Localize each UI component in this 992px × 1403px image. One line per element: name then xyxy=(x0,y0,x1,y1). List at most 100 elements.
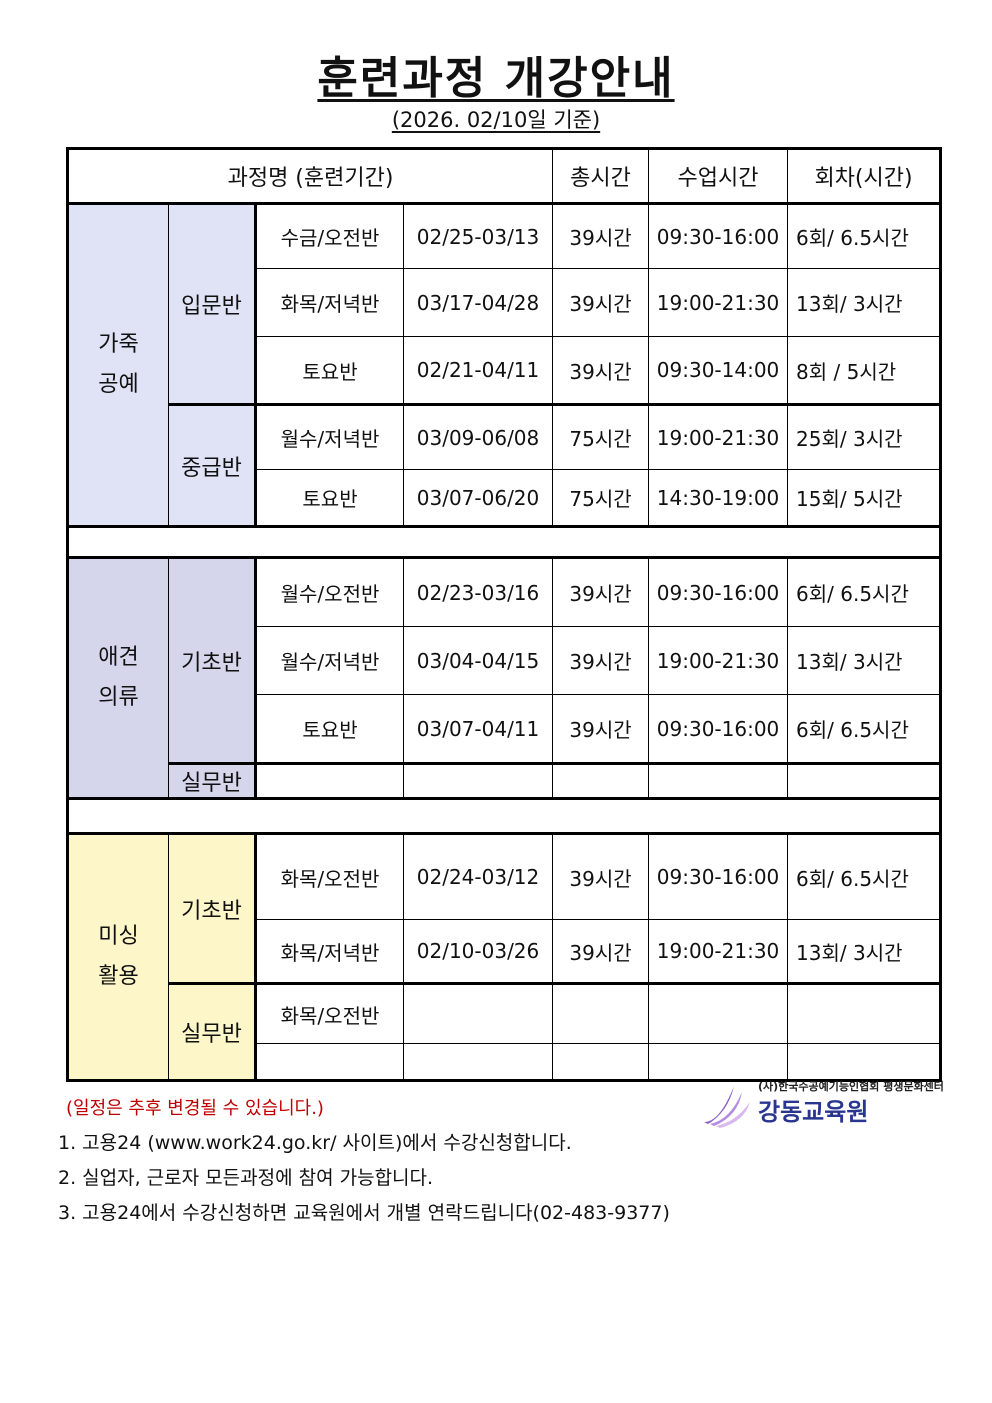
period-cell: 02/23-03/16 xyxy=(402,556,554,627)
info-item: 1. 고용24 (www.work24.go.kr/ 사이트)에서 수강신청합니… xyxy=(58,1132,572,1154)
header-time: 수업시간 xyxy=(648,148,789,204)
course-name: 토요반 xyxy=(254,469,404,527)
header-sessions: 회차(시간) xyxy=(787,148,942,204)
period-cell xyxy=(402,1043,554,1081)
sessions-cell xyxy=(787,1043,942,1081)
class-time-cell xyxy=(648,1043,789,1081)
class-time-cell: 09:30-16:00 xyxy=(648,202,789,269)
total-hours-cell: 39시간 xyxy=(552,832,650,920)
sessions-cell: 13회/ 3시간 xyxy=(787,919,942,984)
info-item: 3. 고용24에서 수강신청하면 교육원에서 개별 연락드립니다(02-483-… xyxy=(58,1202,670,1224)
period-cell: 03/07-04/11 xyxy=(402,694,554,764)
info-list: 1. 고용24 (www.work24.go.kr/ 사이트)에서 수강신청합니… xyxy=(58,1126,670,1231)
logo-mark-icon xyxy=(704,1086,750,1128)
total-hours-cell: 75시간 xyxy=(552,403,650,470)
header-course: 과정명 (훈련기간) xyxy=(66,148,554,204)
level-cell: 중급반 xyxy=(168,403,257,527)
total-hours-cell xyxy=(552,762,650,799)
class-time-cell: 19:00-21:30 xyxy=(648,919,789,984)
category-cell: 미싱 활용 xyxy=(67,832,169,1081)
course-name xyxy=(254,1043,404,1081)
total-hours-cell: 39시간 xyxy=(552,694,650,764)
table-row: 애견 의류 기초반 월수/오전반 02/23-03/16 39시간 09:30-16:00… xyxy=(67,556,942,799)
table-row: 실무반 xyxy=(68,762,942,799)
course-name: 월수/저녁반 xyxy=(254,626,404,695)
course-name: 월수/저녁반 xyxy=(254,403,404,470)
total-hours-cell: 39시간 xyxy=(552,202,650,269)
period-cell: 03/17-04/28 xyxy=(402,268,554,337)
logo: (사)한국수공예기능인협회 평생문화센터 강동교육원 xyxy=(700,1080,990,1132)
category-cell: 가죽 공예 xyxy=(67,202,169,527)
class-time-cell: 14:30-19:00 xyxy=(648,469,789,527)
period-cell: 02/24-03/12 xyxy=(402,832,554,920)
sessions-cell: 6회/ 6.5시간 xyxy=(787,202,942,269)
sessions-cell: 13회/ 3시간 xyxy=(787,626,942,695)
course-name: 화목/오전반 xyxy=(254,982,404,1044)
sessions-cell: 8회 / 5시간 xyxy=(787,336,942,405)
table-row: 토요반 03/07-04/11 39시간 09:30-16:00 6회/ 6.5시간 xyxy=(68,694,942,764)
course-name: 월수/오전반 xyxy=(254,556,404,627)
level-cell: 실무반 xyxy=(168,762,257,799)
level-cell: 입문반 xyxy=(168,202,257,405)
period-cell: 02/25-03/13 xyxy=(402,202,554,269)
class-time-cell: 09:30-16:00 xyxy=(648,832,789,920)
level-cell: 실무반 xyxy=(168,982,257,1081)
period-cell xyxy=(402,982,554,1044)
total-hours-cell: 39시간 xyxy=(552,268,650,337)
total-hours-cell: 75시간 xyxy=(552,469,650,527)
course-name: 토요반 xyxy=(254,694,404,764)
sessions-cell: 6회/ 6.5시간 xyxy=(787,694,942,764)
schedule-note: (일정은 추후 변경될 수 있습니다.) xyxy=(66,1098,324,1119)
header-total: 총시간 xyxy=(552,148,650,204)
period-cell: 03/04-04/15 xyxy=(402,626,554,695)
class-time-cell: 09:30-16:00 xyxy=(648,556,789,627)
class-time-cell xyxy=(648,762,789,799)
class-time-cell: 09:30-14:00 xyxy=(648,336,789,405)
class-time-cell: 19:00-21:30 xyxy=(648,403,789,470)
level-cell: 기초반 xyxy=(168,556,257,764)
sessions-cell: 6회/ 6.5시간 xyxy=(787,832,942,920)
course-name: 수금/오전반 xyxy=(254,202,404,269)
category-cell: 애견 의류 xyxy=(67,556,169,799)
period-cell: 02/21-04/11 xyxy=(402,336,554,405)
course-name: 화목/저녁반 xyxy=(254,919,404,984)
table-row: 중급반 월수/저녁반 03/09-06/08 75시간 19:00-21:30 25회/ … xyxy=(68,403,942,527)
table-row: 토요반 02/21-04/11 39시간 09:30-14:00 8회 / 5시간 xyxy=(68,336,942,405)
course-name: 화목/오전반 xyxy=(254,832,404,920)
page-title: 훈련과정 개강안내 xyxy=(317,53,675,104)
table-row: 월수/저녁반 03/04-04/15 39시간 19:00-21:30 13회/ 3시간 xyxy=(68,626,942,695)
period-cell: 03/07-06/20 xyxy=(402,469,554,527)
period-cell xyxy=(402,762,554,799)
table-row: 미싱 활용 기초반 화목/오전반 02/24-03/12 39시간 09:30-16:00… xyxy=(67,832,942,1081)
level-cell: 기초반 xyxy=(168,832,257,984)
spacer-row xyxy=(66,797,942,834)
sessions-cell: 15회/ 5시간 xyxy=(787,469,942,527)
info-item: 2. 실업자, 근로자 모든과정에 참여 가능합니다. xyxy=(58,1167,434,1189)
table-row: 토요반 03/07-06/20 75시간 14:30-19:00 15회/ 5시간 xyxy=(68,469,942,527)
total-hours-cell xyxy=(552,982,650,1044)
sessions-cell: 13회/ 3시간 xyxy=(787,268,942,337)
subtitle: (2026. 02/10일 기준) xyxy=(391,108,601,132)
table-row: 가죽 공예 입문반 수금/오전반 02/25-03/13 39시간 09:30-16:00… xyxy=(67,202,942,527)
class-time-cell: 19:00-21:30 xyxy=(648,626,789,695)
table-row: 실무반 화목/오전반 xyxy=(68,982,942,1081)
table-row: 화목/저녁반 02/10-03/26 39시간 19:00-21:30 13회/ 3시간 xyxy=(68,919,942,984)
class-time-cell: 19:00-21:30 xyxy=(648,268,789,337)
period-cell: 02/10-03/26 xyxy=(402,919,554,984)
total-hours-cell: 39시간 xyxy=(552,626,650,695)
total-hours-cell: 39시간 xyxy=(552,919,650,984)
sessions-cell: 6회/ 6.5시간 xyxy=(787,556,942,627)
table-row xyxy=(68,1043,942,1081)
sessions-cell xyxy=(787,762,942,799)
sessions-cell: 25회/ 3시간 xyxy=(787,403,942,470)
schedule-table: 과정명 (훈련기간) 총시간 수업시간 회차(시간) 가죽 공예 입문반 수금/오전반 02… xyxy=(66,147,943,1082)
total-hours-cell: 39시간 xyxy=(552,556,650,627)
total-hours-cell xyxy=(552,1043,650,1081)
total-hours-cell: 39시간 xyxy=(552,336,650,405)
spacer-row xyxy=(66,525,942,558)
period-cell: 03/09-06/08 xyxy=(402,403,554,470)
class-time-cell: 09:30-16:00 xyxy=(648,694,789,764)
course-name: 화목/저녁반 xyxy=(254,268,404,337)
course-name: 토요반 xyxy=(254,336,404,405)
course-name xyxy=(254,762,404,799)
